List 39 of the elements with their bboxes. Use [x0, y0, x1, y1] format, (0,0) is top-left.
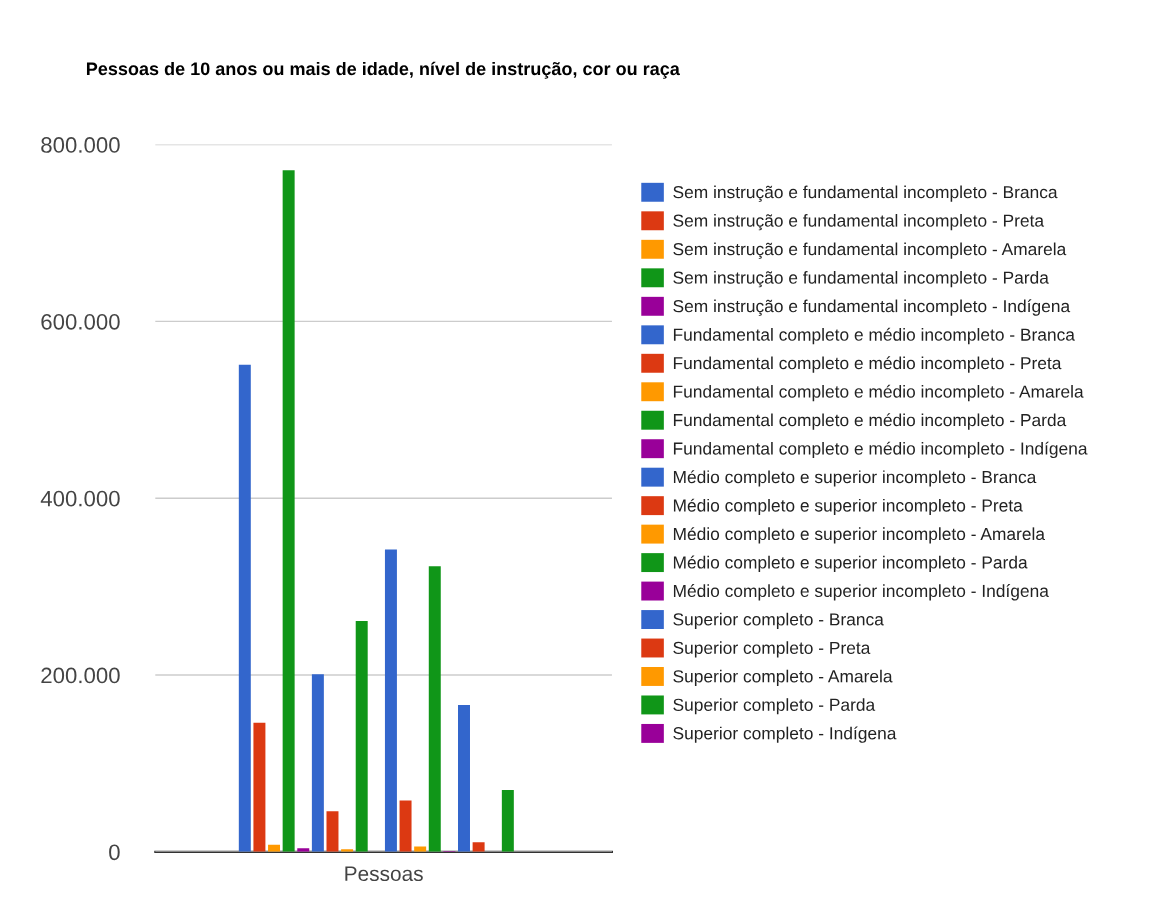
bar	[326, 811, 339, 852]
legend-label: Sem instrução e fundamental incompleto - Amarela	[673, 242, 1067, 259]
legend-label: Sem instrução e fundamental incompleto - Preta	[673, 214, 1045, 231]
bar	[355, 621, 368, 852]
y-tick-label: 200.000	[41, 667, 120, 684]
bar	[311, 674, 324, 852]
bar	[253, 722, 266, 852]
bar	[384, 549, 397, 852]
y-tick-label: 800.000	[41, 137, 120, 153]
bar	[428, 566, 441, 852]
bar	[501, 789, 514, 852]
bar	[399, 800, 412, 852]
y-tick-label: 400.000	[40, 490, 120, 507]
legend-label: Fundamental completo e médio incompleto - Amarela	[673, 384, 1084, 402]
legend-label: Médio completo e superior incompleto - Indígena	[673, 584, 1049, 601]
y-tick-label: 600.000	[41, 313, 120, 330]
legend-label: Médio completo e superior incompleto - Amarela	[673, 527, 1045, 544]
legend-label: Fundamental completo e médio incompleto - Branca	[673, 327, 1075, 345]
legend-label: Superior completo - Amarela	[673, 669, 893, 686]
legend-label: Superior completo - Indígena	[673, 726, 897, 743]
x-tick-label: Pessoas	[345, 866, 423, 882]
legend-label: Superior completo - Preta	[673, 641, 871, 658]
legend-label: Superior completo - Branca	[673, 612, 884, 629]
legend-label: Sem instrução e fundamental incompleto - Indígena	[673, 299, 1071, 316]
legend-label: Sem instrução e fundamental incompleto - Branca	[673, 185, 1058, 202]
chart-title: Pessoas de 10 anos ou mais de idade, nível de instrução, cor ou raça	[86, 61, 680, 79]
bar	[472, 842, 485, 852]
legend-label: Sem instrução e fundamental incompleto - Parda	[673, 271, 1049, 288]
legend-label: Médio completo e superior incompleto - Parda	[673, 555, 1028, 573]
y-tick-label: 0	[109, 844, 120, 861]
bar	[238, 364, 251, 852]
bar	[282, 170, 295, 852]
legend-label: Médio completo e superior incompleto - Preta	[673, 498, 1023, 516]
bar	[458, 705, 470, 852]
legend-label: Superior completo - Parda	[673, 698, 876, 715]
legend-label: Fundamental completo e médio incompleto - Preta	[673, 356, 1062, 373]
legend-label: Médio completo e superior incompleto - Branca	[673, 470, 1037, 487]
legend-label: Fundamental completo e médio incompleto - Indígena	[673, 441, 1088, 459]
legend-label: Fundamental completo e médio incompleto - Parda	[673, 413, 1067, 430]
